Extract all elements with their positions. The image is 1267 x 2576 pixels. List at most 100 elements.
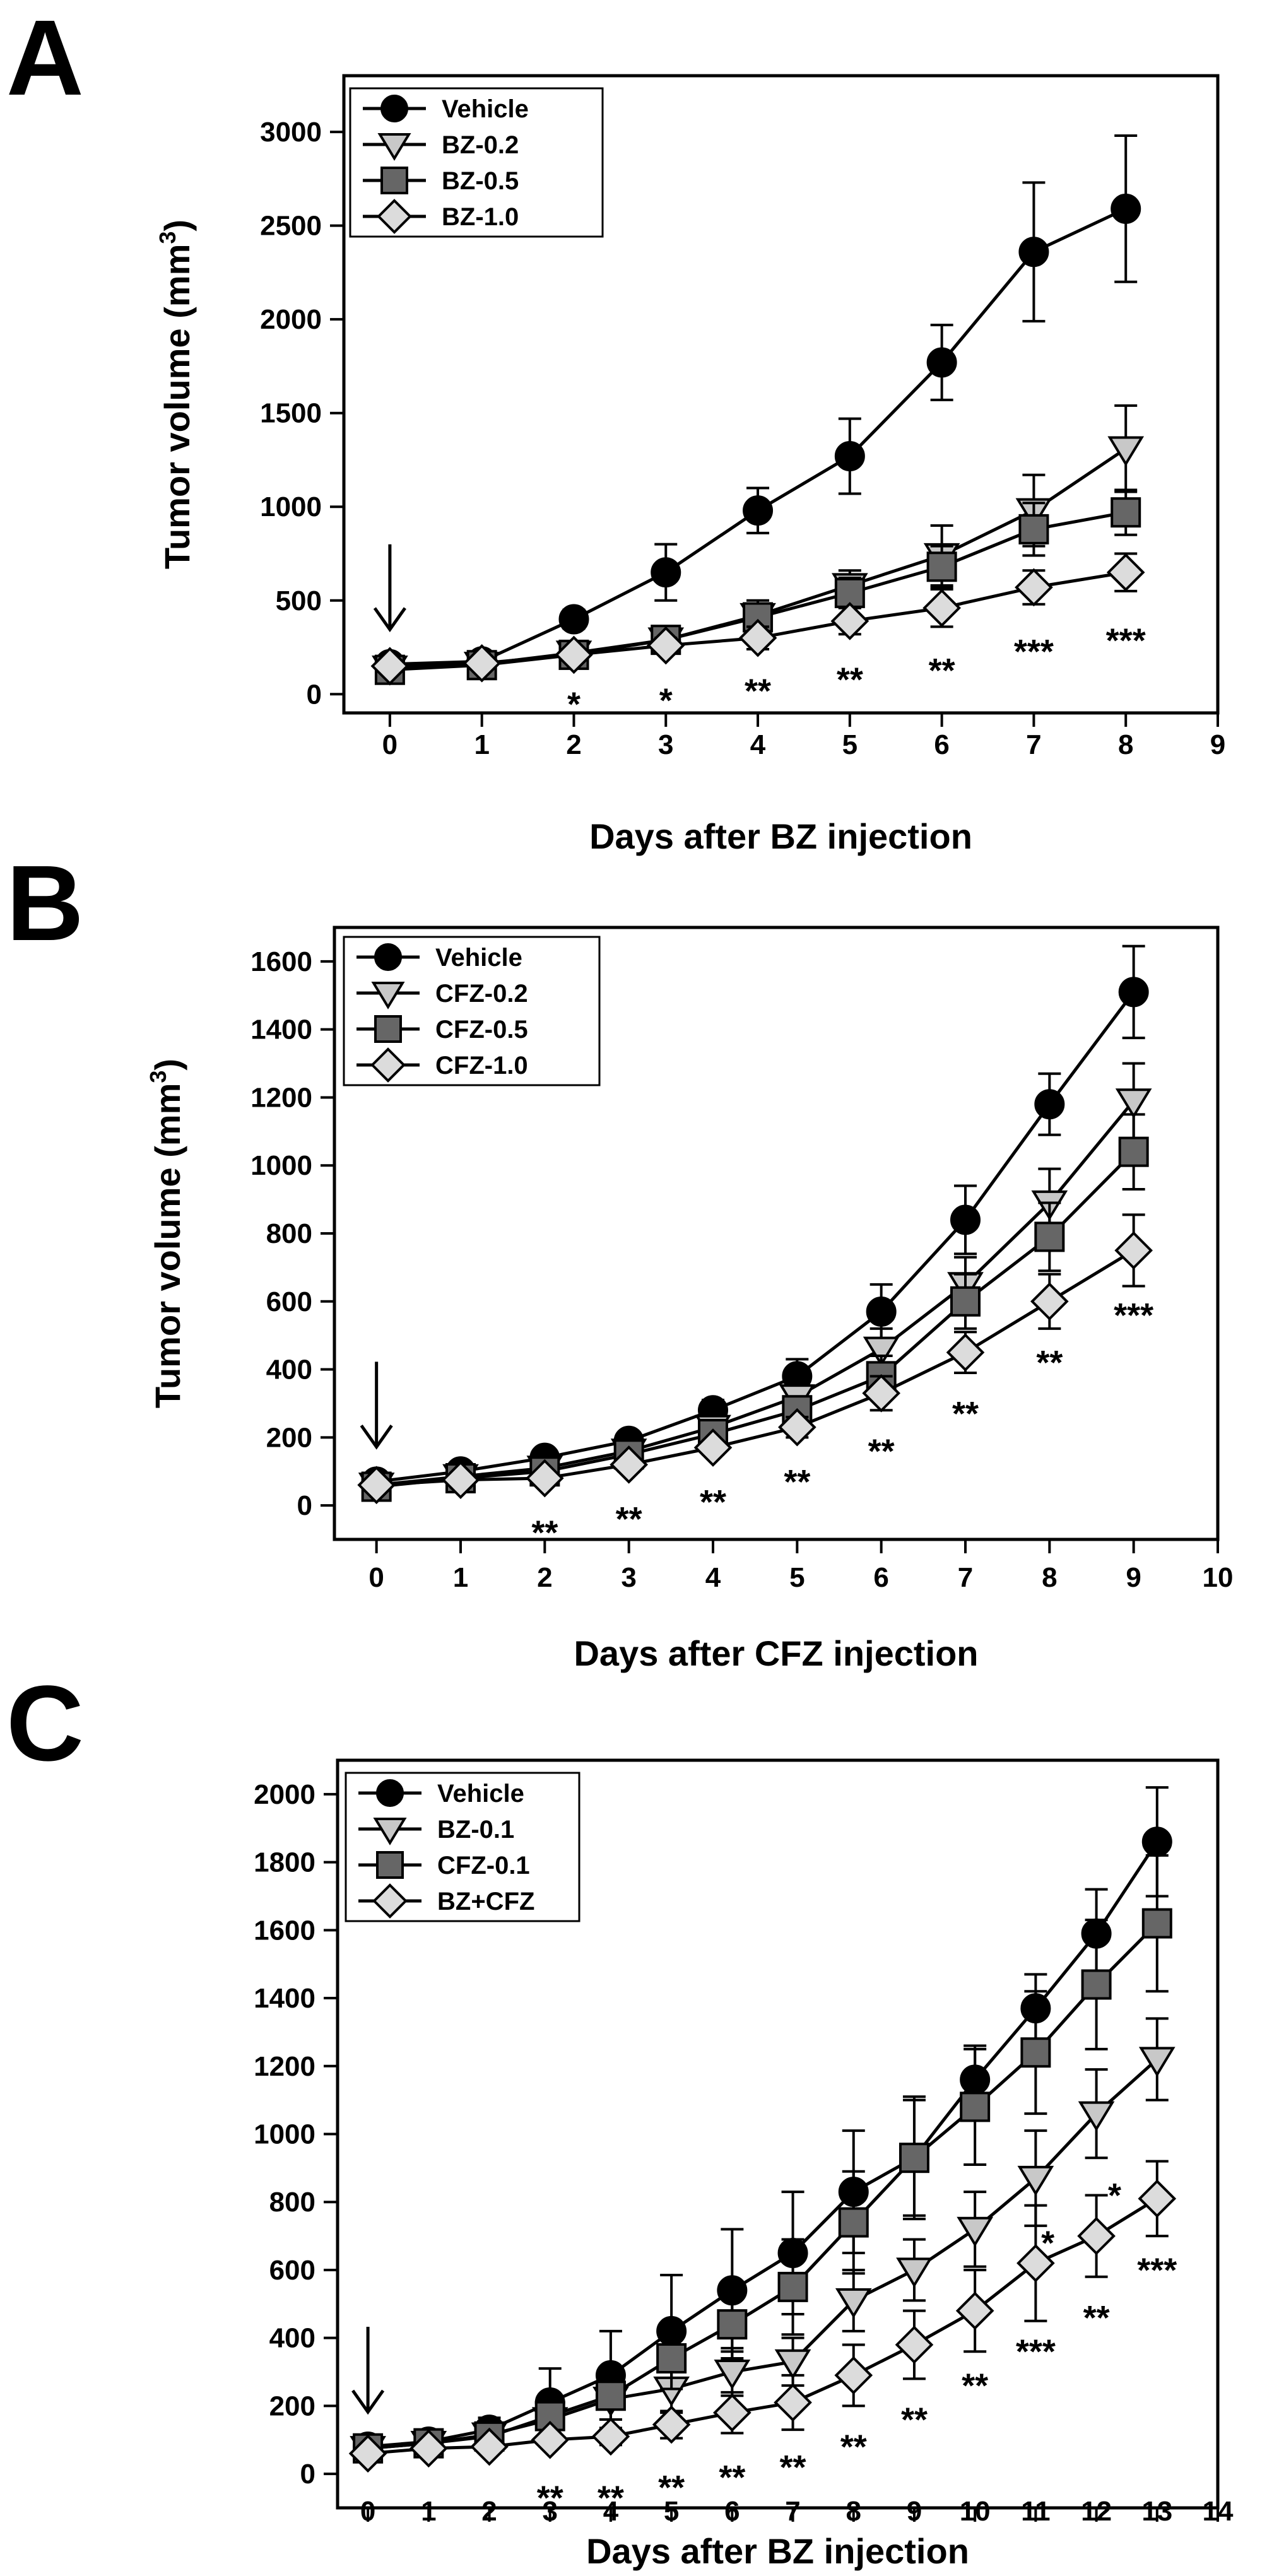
y-tick-label: 1400 [250,1015,312,1045]
data-point [1115,1088,1152,1119]
y-tick-label: 2000 [260,304,322,335]
significance-label: * [1041,2224,1054,2262]
significance-label: *** [1016,2333,1056,2371]
data-point [470,2427,509,2466]
y-tick-label: 2500 [260,211,322,242]
legend-label: BZ+CFZ [437,1888,534,1915]
data-point [713,2393,751,2432]
data-point [1111,193,1141,224]
data-point [926,551,957,582]
series-bz-cfz [348,2160,1177,2473]
data-point [1034,1089,1065,1120]
significance-label: ** [616,1500,642,1538]
significance-label: ** [962,2367,988,2405]
significance-label: ** [531,1514,558,1552]
data-point [1107,436,1145,467]
y-tick-label: 800 [269,2187,315,2218]
legend-label: BZ-0.5 [442,167,519,195]
data-point [777,2271,808,2302]
legend-label: CFZ-0.5 [435,1016,528,1044]
series-line [376,991,1135,1483]
x-tick-label: 5 [789,1562,804,1593]
data-point [922,589,961,627]
significance-label: ** [784,1463,810,1501]
data-point [531,2420,570,2459]
legend-marker [377,199,412,234]
data-point [1018,514,1049,544]
data-point [1118,1136,1149,1167]
x-tick-label: 7 [1026,729,1041,760]
significance-label: ** [745,673,771,710]
y-tick-label: 1800 [254,1847,315,1878]
data-point [1138,2047,1176,2078]
y-tick-label: 800 [266,1218,312,1249]
y-tick-label: 1600 [254,1915,315,1946]
x-tick-label: 0 [368,1562,384,1593]
y-axis-title-superscript: 3 [155,232,180,244]
significance-label: ** [929,652,955,690]
data-point [955,2291,994,2330]
data-point [348,2434,387,2473]
data-point [555,635,593,674]
y-tick-label: 600 [266,1286,312,1317]
data-point [717,2309,748,2340]
data-point [1078,2101,1115,2132]
data-point [1017,2244,1055,2283]
data-point [834,2356,873,2395]
significance-label: ** [780,2449,806,2486]
data-point [1034,1221,1065,1252]
data-point [463,644,502,683]
y-tick-label: 1500 [260,398,322,429]
x-tick-label: 3 [658,729,673,760]
x-tick-label: 6 [724,2496,740,2527]
data-point [1015,568,1053,607]
x-tick-label: 7 [785,2496,800,2527]
y-axis-title: Tumor volume (mm3) [145,1059,187,1408]
legend-marker [377,133,411,161]
legend-marker [380,95,408,122]
x-tick-label: 14 [1203,2496,1234,2527]
y-tick-label: 1000 [250,1150,312,1181]
data-point [370,647,410,686]
y-tick-label: 3000 [260,117,322,148]
data-point [743,495,774,526]
x-tick-label: 2 [481,2496,497,2527]
data-point [526,1459,564,1498]
significance-label: ** [1083,2299,1110,2337]
data-point [1030,1282,1069,1321]
data-point [950,1286,981,1317]
data-point [595,2380,626,2411]
x-tick-label: 4 [705,1562,721,1593]
data-point [866,1296,897,1327]
significance-label: ** [952,1395,979,1433]
legend-marker [372,1883,408,1919]
x-tick-label: 10 [960,2496,991,2527]
significance-label: * [567,685,580,723]
data-point [441,1461,480,1500]
data-point [652,2405,691,2444]
legend-marker [376,1851,404,1879]
significance-label: *** [1114,1297,1153,1334]
x-tick-label: 11 [1021,2496,1051,2527]
x-tick-label: 9 [907,2496,922,2527]
data-point [946,1333,985,1372]
series-line [376,1100,1135,1487]
data-point [862,1373,900,1413]
legend-label: BZ-0.1 [437,1816,514,1844]
data-point [896,2257,933,2288]
x-axis-title: Days after BZ injection [586,2531,969,2571]
y-axis-title-close: ) [148,1059,187,1071]
y-tick-label: 400 [269,2323,315,2354]
legend-marker [376,1779,404,1807]
data-point [830,602,869,640]
significance-label: ** [1036,1344,1063,1382]
data-point [834,441,865,472]
plot-frame [342,74,1220,715]
x-tick-label: 9 [1210,729,1225,760]
y-tick-label: 1600 [250,946,312,977]
data-point [778,1408,816,1447]
x-axis-title: Days after CFZ injection [574,1633,978,1673]
data-point [1118,977,1149,1008]
data-point [409,2429,448,2468]
legend-marker [374,1015,402,1043]
